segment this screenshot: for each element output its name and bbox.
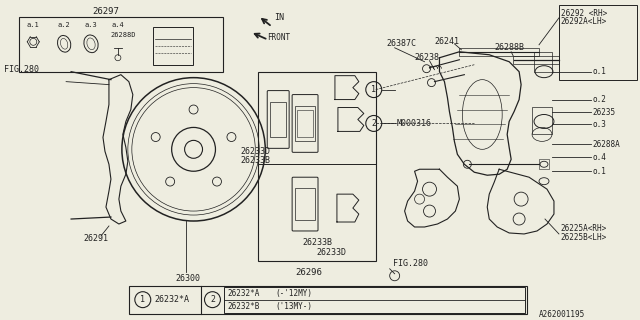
Text: ('13MY-): ('13MY-): [275, 302, 312, 311]
Text: 1: 1: [371, 85, 376, 94]
Bar: [534, 52, 552, 72]
Text: 26387C: 26387C: [387, 39, 417, 48]
Text: 26232*A: 26232*A: [227, 289, 260, 298]
Text: a.1: a.1: [27, 22, 40, 28]
Text: 26288D: 26288D: [111, 32, 136, 38]
Bar: [19, 17, 223, 72]
Text: 26297: 26297: [93, 7, 120, 16]
Text: 26288A: 26288A: [593, 140, 621, 149]
Text: 26300: 26300: [175, 274, 201, 283]
Text: 26296: 26296: [295, 268, 322, 277]
Bar: [539, 159, 549, 169]
Text: 26233B: 26233B: [241, 156, 270, 165]
Bar: [225, 287, 525, 313]
Text: o.3: o.3: [593, 120, 607, 129]
Text: 26233B: 26233B: [302, 238, 332, 247]
Text: o.1: o.1: [593, 167, 607, 176]
Text: a.3: a.3: [84, 22, 97, 28]
Text: 26288B: 26288B: [494, 43, 524, 52]
Bar: [129, 286, 527, 314]
Text: a.2: a.2: [58, 22, 70, 28]
Text: 26292A<LH>: 26292A<LH>: [561, 17, 607, 27]
Text: FIG.280: FIG.280: [393, 259, 428, 268]
Bar: [295, 188, 315, 220]
Bar: [559, 5, 637, 80]
Text: M000316: M000316: [397, 119, 431, 128]
Bar: [532, 107, 552, 134]
Text: 26225B<LH>: 26225B<LH>: [561, 233, 607, 243]
Bar: [295, 106, 315, 141]
Text: 26233D: 26233D: [241, 147, 270, 156]
Text: 2: 2: [210, 295, 215, 304]
Text: FRONT: FRONT: [268, 33, 291, 42]
Text: IN: IN: [274, 13, 284, 22]
Bar: [460, 48, 539, 56]
Text: 26232*A: 26232*A: [155, 295, 189, 304]
Text: 26225A<RH>: 26225A<RH>: [561, 224, 607, 234]
Text: o.2: o.2: [593, 95, 607, 104]
Bar: [513, 56, 559, 64]
Bar: [297, 109, 313, 137]
Bar: [270, 101, 286, 137]
Text: A262001195: A262001195: [539, 310, 585, 319]
Text: 26232*B: 26232*B: [227, 302, 260, 311]
Text: (-'12MY): (-'12MY): [275, 289, 312, 298]
Text: 1: 1: [140, 295, 145, 304]
Text: 26235: 26235: [593, 108, 616, 117]
Text: o.4: o.4: [593, 153, 607, 162]
Text: 26241: 26241: [435, 37, 460, 46]
Text: 26291: 26291: [83, 235, 108, 244]
Text: a.4: a.4: [111, 22, 124, 28]
Text: 26233D: 26233D: [316, 248, 346, 257]
Text: 2: 2: [371, 119, 376, 128]
Text: 26292 <RH>: 26292 <RH>: [561, 9, 607, 19]
Text: o.1: o.1: [593, 67, 607, 76]
Text: FIG.280: FIG.280: [4, 65, 40, 74]
Bar: [153, 27, 193, 65]
Text: 26238: 26238: [415, 53, 440, 62]
Bar: [259, 72, 376, 261]
